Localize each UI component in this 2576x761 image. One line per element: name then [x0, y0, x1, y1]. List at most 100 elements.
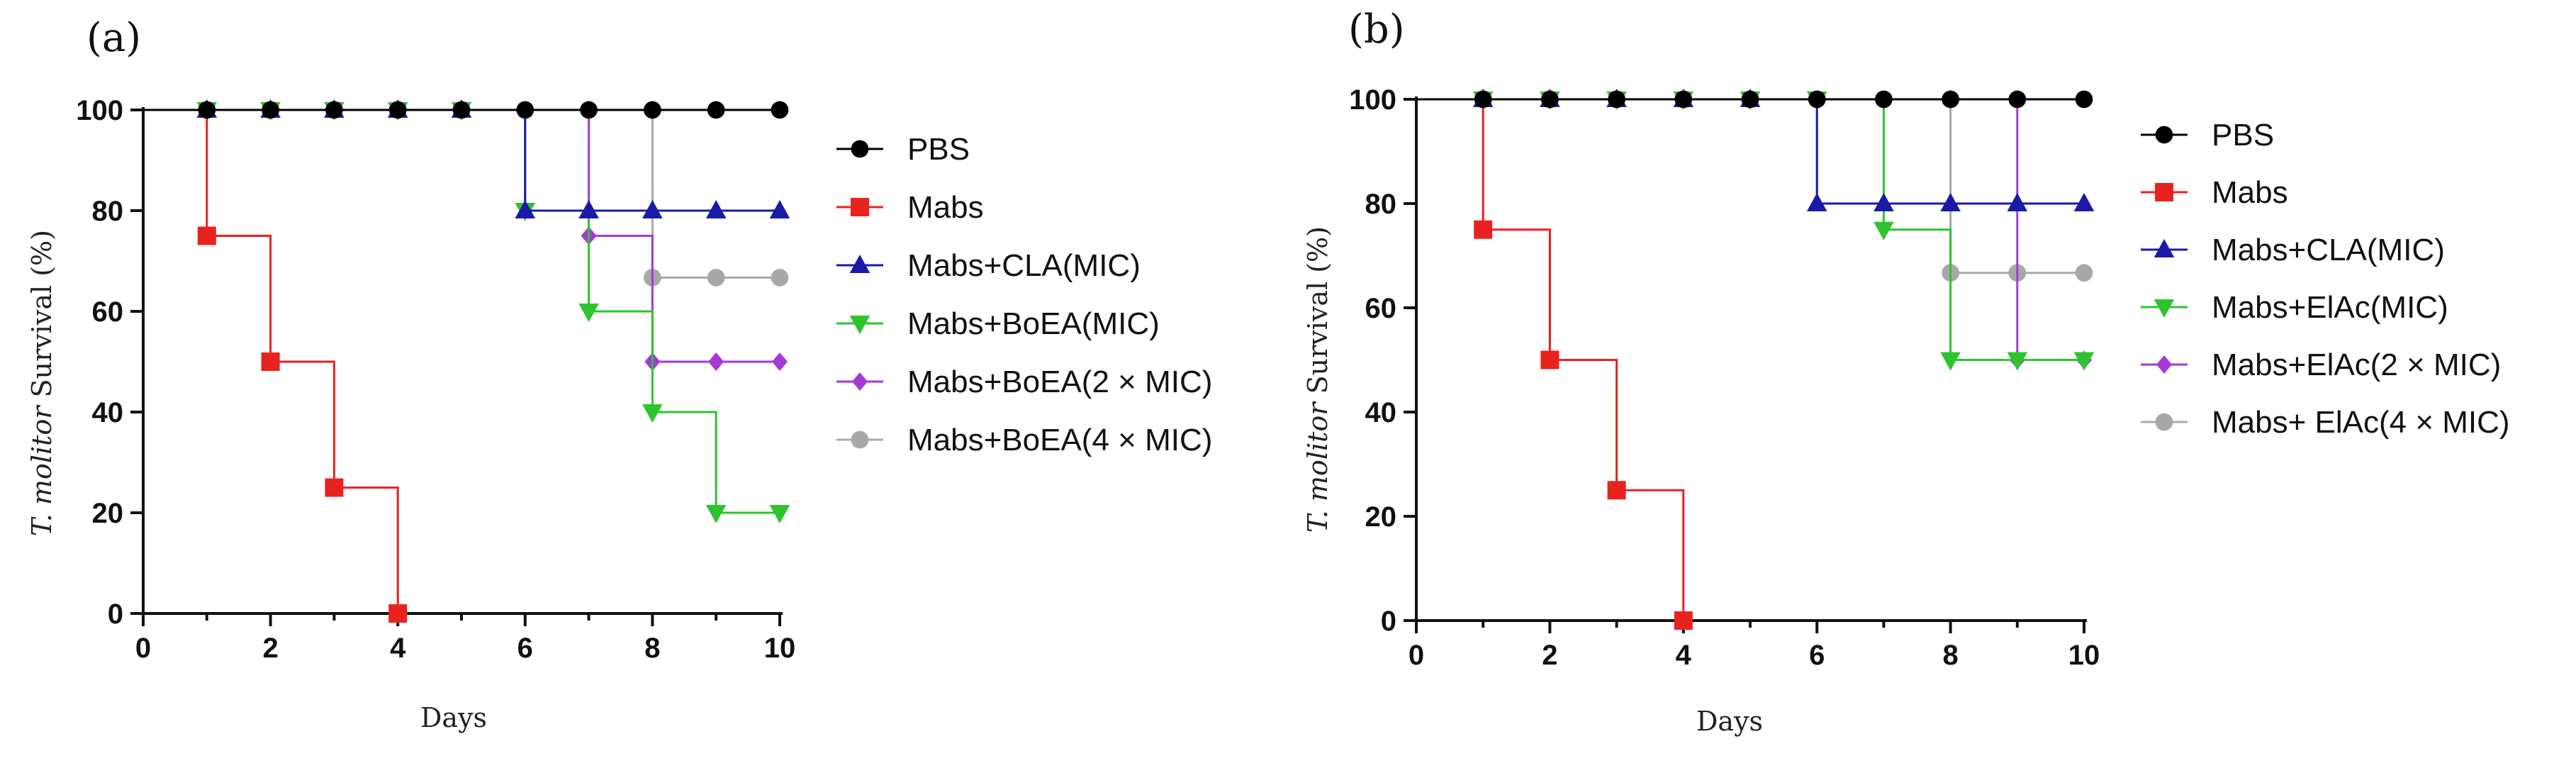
- panel-b-legend-item-pbs-marker-0: [2155, 126, 2173, 144]
- panel-a-series-pbs-marker-3: [388, 101, 407, 119]
- panel-b-x-tick-label-0: 0: [1409, 640, 1424, 671]
- panel-b-series-pbs-marker-6: [1875, 90, 1893, 109]
- panel-b-series-pbs-marker-8: [2008, 90, 2027, 109]
- panel-a-series-pbs-marker-2: [325, 101, 343, 119]
- panel-a-series-mabs-boea-mic-marker-9: [769, 504, 790, 523]
- panel-a-series-mabs-boea-2-mic-marker-7: [708, 352, 724, 371]
- panel-b-y-axis-title-rest: Survival (%): [1302, 226, 1333, 402]
- panel-b-series-mabs-cla-mic-marker-8: [2007, 193, 2028, 212]
- panel-a-series-mabs-marker-0: [197, 226, 216, 245]
- panel-b-legend-item-mabs-elac-4-mic-marker-0: [2155, 413, 2173, 431]
- panel-a-series-mabs-boea-mic-marker-6: [578, 303, 599, 322]
- panel-b-series-pbs-marker-9: [2075, 90, 2093, 109]
- panel-b-series-mabs-marker-2: [1607, 481, 1626, 500]
- panel-b-x-tick-label-8: 8: [1942, 640, 1958, 671]
- panel-a-x-tick-label-2: 2: [262, 633, 278, 664]
- panel-b-series-pbs-marker-7: [1942, 90, 1959, 109]
- panel-b-series-pbs-marker-1: [1541, 90, 1559, 109]
- panel-a-series-mabs-cla-mic-marker-5: [515, 200, 536, 219]
- panel-b-x-axis-title: Days: [1696, 706, 1763, 737]
- panel-b-legend-item-mabs-elac-4-mic-label: Mabs+ ElAc(4 × MIC): [2212, 405, 2510, 440]
- panel-b-y-tick-label-100: 100: [1349, 84, 1396, 116]
- panel-b-series-mabs-cla-mic-marker-6: [1874, 193, 1894, 212]
- panel-a-legend-item-mabs-boea-mic: Mabs+BoEA(MIC): [836, 306, 1160, 341]
- panel-b: (b) 0 20 40 60 80 100 0 2 4 6 8 10 Days T. molitor …: [1302, 6, 2510, 737]
- panel-a-series-pbs-marker-6: [580, 101, 598, 119]
- panel-b-series-mabs-elac-mic-marker-6: [1874, 221, 1894, 240]
- panel-b-x-tick-label-6: 6: [1809, 640, 1825, 671]
- panel-b-legend-item-mabs-elac-mic-label: Mabs+ElAc(MIC): [2212, 290, 2448, 325]
- panel-a-legend-item-mabs-boea-4-mic: Mabs+BoEA(4 × MIC): [836, 423, 1212, 457]
- panel-b-y-tick-label-0: 0: [1381, 606, 1396, 637]
- panel-a-series-mabs-cla-mic-marker-7: [642, 200, 663, 219]
- panel-a-series-mabs-marker-1: [261, 352, 280, 371]
- panel-b-legend-item-mabs-cla-mic: Mabs+CLA(MIC): [2141, 233, 2445, 267]
- panel-a-series-mabs-cla-mic-line: [143, 109, 780, 212]
- panel-b-legend-item-mabs-elac-2-mic-label: Mabs+ElAc(2 × MIC): [2212, 348, 2501, 382]
- panel-a-legend-item-mabs-boea-mic-label: Mabs+BoEA(MIC): [907, 306, 1160, 341]
- panel-a-x-tick-label-0: 0: [135, 633, 151, 664]
- panel-b-y-tick-label-20: 20: [1365, 501, 1397, 533]
- panel-a-series-mabs-boea-mic-marker-8: [705, 504, 727, 523]
- panel-b-plot: 0 20 40 60 80 100 0 2 4 6 8 10: [1349, 84, 2100, 671]
- panel-a-series-mabs-cla-mic: [143, 99, 790, 219]
- panel-a-series-mabs-boea-4-mic-line: [143, 109, 780, 279]
- panel-b-series-mabs-cla-mic-marker-5: [1806, 193, 1827, 212]
- panel-a-y-tick-label-40: 40: [92, 397, 124, 428]
- panel-b-legend-item-mabs: Mabs: [2141, 175, 2288, 210]
- panel-a-x-tick-label-6: 6: [517, 633, 533, 664]
- panel-a-y-tick-label-80: 80: [92, 196, 124, 227]
- panel-a-y-axis-title: T. molitor Survival (%): [26, 230, 57, 536]
- panel-b-legend-item-mabs-marker-0: [2155, 183, 2173, 201]
- panel-b-series-mabs-marker-1: [1540, 350, 1559, 370]
- panel-a-x-tick-label-4: 4: [390, 633, 406, 664]
- panel-b-y-tick-label-80: 80: [1365, 189, 1397, 220]
- panel-b-series-mabs-elac-4-mic: [1416, 90, 2093, 282]
- panel-a-legend-item-mabs-boea-2-mic-marker-0: [851, 372, 868, 391]
- panel-b-series-mabs-elac-mic-marker-9: [2073, 352, 2095, 371]
- panel-b-series-pbs: [1416, 90, 2093, 109]
- panel-a-legend-item-mabs-boea-mic-marker-0: [849, 315, 870, 334]
- panel-a-series-mabs-marker-2: [325, 478, 344, 497]
- panel-b-y-axis-title: T. molitor Survival (%): [1302, 226, 1333, 533]
- panel-a-y-tick-label-0: 0: [108, 599, 123, 630]
- panel-b-series-mabs-cla-mic: [1416, 89, 2095, 212]
- panel-b-legend-item-mabs-elac-2-mic: Mabs+ElAc(2 × MIC): [2141, 348, 2501, 382]
- panel-b-legend-item-mabs-elac-2-mic-marker-0: [2156, 355, 2173, 374]
- panel-b-y-axis-title-species: T. molitor: [1302, 401, 1333, 533]
- panel-a-legend-item-mabs-boea-2-mic: Mabs+BoEA(2 × MIC): [836, 365, 1212, 399]
- panel-b-legend-item-mabs-elac-4-mic: Mabs+ ElAc(4 × MIC): [2141, 405, 2510, 440]
- panel-a-series-mabs-cla-mic-marker-9: [769, 200, 790, 219]
- panel-a-series-mabs-cla-mic-marker-6: [578, 200, 599, 219]
- panel-b-legend-item-mabs-elac-mic-marker-0: [2154, 299, 2175, 318]
- panel-a-series-mabs: [143, 109, 408, 623]
- panel-b-series-mabs-elac-mic-marker-7: [1940, 352, 1961, 371]
- panel-a-label: (a): [86, 15, 141, 61]
- panel-a-series-pbs-marker-1: [262, 101, 279, 119]
- panel-a-series-mabs-marker-3: [388, 604, 408, 623]
- panel-a-legend-item-mabs: Mabs: [836, 190, 984, 225]
- panel-b-series-mabs-marker-0: [1474, 220, 1493, 239]
- panel-b-label: (b): [1348, 6, 1405, 52]
- panel-a-x-tick-label-10: 10: [764, 633, 796, 664]
- panel-a-legend-item-mabs-cla-mic-marker-0: [849, 255, 870, 274]
- panel-b-legend-item-mabs-cla-mic-label: Mabs+CLA(MIC): [2212, 233, 2445, 267]
- panel-b-series-pbs-marker-0: [1474, 90, 1492, 109]
- panel-b-series-pbs-marker-5: [1808, 90, 1826, 109]
- panel-b-series-pbs-marker-2: [1608, 90, 1625, 109]
- panel-b-series-pbs-marker-3: [1674, 90, 1693, 109]
- panel-b-x-tick-label-2: 2: [1542, 640, 1557, 671]
- panel-a-y-tick-label-20: 20: [92, 498, 124, 529]
- panel-b-x-tick-label-10: 10: [2068, 640, 2100, 671]
- panel-b-y-tick-label-60: 60: [1365, 293, 1397, 324]
- panel-a-y-axis-title-rest: Survival (%): [26, 230, 57, 406]
- panel-a-series-mabs-boea-mic-line: [143, 109, 780, 514]
- panel-a-series-mabs-boea-2-mic-marker-8: [771, 352, 788, 371]
- panel-a-series-mabs-boea-mic-marker-7: [642, 404, 663, 423]
- panel-b-axes: 0 20 40 60 80 100 0 2 4 6 8 10: [1349, 84, 2100, 671]
- panel-b-legend-item-pbs-label: PBS: [2212, 118, 2274, 152]
- panel-b-series-mabs: [1416, 98, 1693, 630]
- panel-a-series-pbs-marker-4: [452, 101, 471, 119]
- panel-b-legend-item-pbs: PBS: [2141, 118, 2274, 152]
